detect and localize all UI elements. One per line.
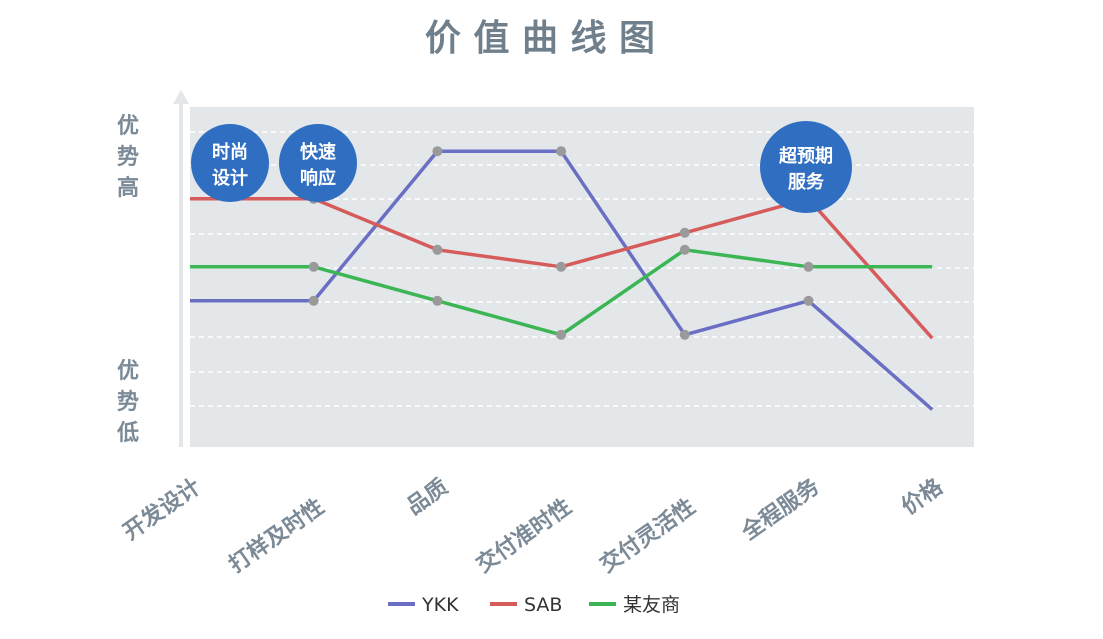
data-point	[432, 244, 443, 255]
x-tick-labels: 开发设计 打样及时性 品质 交付准时性 交付灵活性 全程服务 价格	[118, 473, 948, 578]
annotation-label: 超预期服务	[779, 145, 833, 193]
annotation-label: 快速响应	[300, 141, 336, 189]
annotation-group: 时尚设计 快速响应 超预期服务	[191, 121, 852, 213]
legend-label: SAB	[524, 594, 562, 616]
data-point	[308, 261, 319, 272]
data-point	[556, 146, 567, 157]
x-tick-label: 交付灵活性	[595, 494, 700, 578]
legend: YKK SAB 某友商	[388, 594, 680, 616]
annotation-bubble	[191, 124, 269, 202]
data-point	[432, 295, 443, 306]
legend-label: YKK	[421, 594, 459, 616]
data-point	[803, 295, 814, 306]
annotation-bubble	[760, 121, 852, 213]
x-tick-label: 开发设计	[118, 474, 205, 546]
x-tick-label: 交付准时性	[472, 494, 577, 578]
x-tick-label: 品质	[402, 474, 452, 520]
data-point	[308, 295, 319, 306]
data-point	[679, 227, 690, 238]
annotation-bubble	[279, 124, 357, 202]
data-point	[803, 261, 814, 272]
y-label-bottom: 优势低	[116, 358, 139, 446]
data-point	[432, 146, 443, 157]
y-label-top: 优势高	[117, 113, 139, 201]
x-tick-label: 打样及时性	[224, 494, 329, 578]
y-axis-arrow	[173, 90, 189, 447]
data-point	[679, 329, 690, 340]
data-point	[679, 244, 690, 255]
data-point	[556, 261, 567, 272]
x-tick-label: 价格	[897, 473, 949, 520]
chart-title: 价 值 曲 线 图	[425, 18, 655, 59]
legend-label: 某友商	[623, 594, 680, 616]
x-tick-label: 全程服务	[736, 473, 825, 546]
data-point	[556, 329, 567, 340]
annotation-label: 时尚设计	[212, 141, 248, 189]
